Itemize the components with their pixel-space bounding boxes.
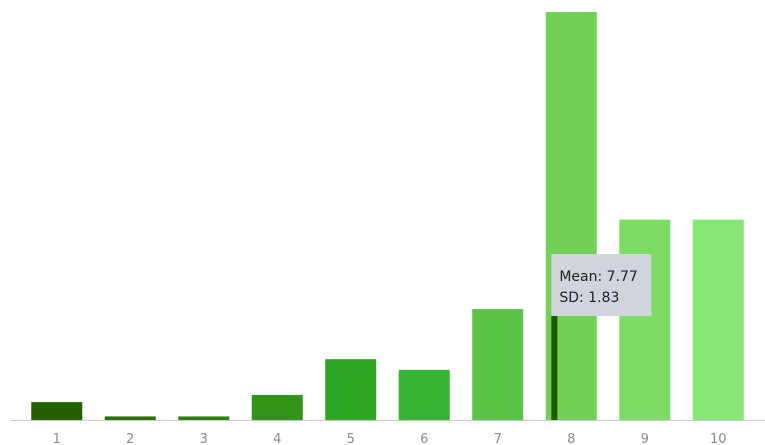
- x-tick-label-10: 10: [710, 432, 727, 445]
- bars-layer: [31, 12, 744, 420]
- bar-7[interactable]: [472, 309, 524, 420]
- tooltip-background: [551, 254, 652, 316]
- bar-6[interactable]: [398, 369, 450, 420]
- x-tick-label-2: 2: [126, 432, 134, 445]
- bar-5[interactable]: [325, 359, 377, 420]
- tooltip-mean-text: Mean: 7.77: [559, 269, 637, 285]
- x-tick-label-4: 4: [273, 432, 281, 445]
- bar-3[interactable]: [178, 416, 230, 420]
- x-tick-label-7: 7: [494, 432, 502, 445]
- x-tick-label-6: 6: [420, 432, 428, 445]
- bar-9[interactable]: [619, 219, 671, 420]
- mean-marker: [551, 316, 558, 420]
- x-tick-label-5: 5: [347, 432, 355, 445]
- mean-layer: [551, 316, 558, 420]
- bar-2[interactable]: [104, 416, 156, 420]
- tooltip-sd-text: SD: 1.83: [559, 290, 619, 306]
- x-tick-label-8: 8: [567, 432, 575, 445]
- x-tick-label-3: 3: [200, 432, 208, 445]
- x-tick-label-9: 9: [641, 432, 649, 445]
- stats-tooltip: Mean: 7.77 SD: 1.83: [551, 254, 652, 316]
- x-tick-label-1: 1: [53, 432, 61, 445]
- bar-10[interactable]: [692, 219, 744, 420]
- bar-4[interactable]: [251, 394, 303, 420]
- x-tick-labels: 1 2 3 4 5 6 7 8 9 10: [53, 432, 727, 445]
- bar-1[interactable]: [31, 402, 83, 420]
